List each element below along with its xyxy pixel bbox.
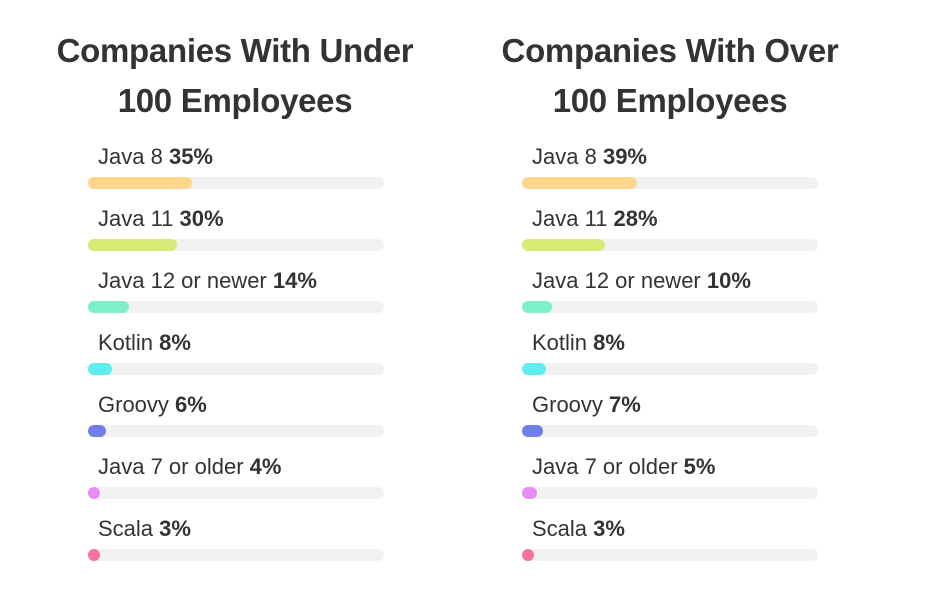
bar-label: Java 12 or newer 14% [98,264,317,298]
category-label: Groovy [98,392,169,417]
bar-item: Kotlin 8% [522,326,818,388]
bar-track [88,177,384,189]
bar-item: Java 8 39% [522,140,818,202]
bar [522,239,605,251]
bar-track [522,487,818,499]
bar [522,425,543,437]
bar-label: Groovy 6% [98,388,207,422]
bar [88,301,130,313]
bar-track [88,301,384,313]
bar-label: Java 12 or newer 10% [532,264,751,298]
chart-title: Companies With Over 100 Employees [470,26,870,126]
category-label: Java 7 or older [532,454,678,479]
value-label: 3% [593,516,625,541]
bar [522,487,537,499]
bar-item: Java 7 or older 5% [522,450,818,512]
category-label: Java 12 or newer [98,268,267,293]
chart-title-line-1: Companies With Under [56,32,414,69]
bar-track [522,363,818,375]
category-label: Java 8 [98,144,163,169]
bar-item: Groovy 7% [522,388,818,450]
category-label: Scala [532,516,588,541]
value-label: 7% [609,392,641,417]
bar [522,177,638,189]
bar-item: Groovy 6% [88,388,384,450]
bar-item: Scala 3% [88,512,384,574]
bar-item: Java 11 30% [88,202,384,264]
bar-item: Java 12 or newer 10% [522,264,818,326]
bar-label: Java 11 30% [98,202,224,236]
chart-title-line-2: 100 Employees [552,82,788,119]
bar-item: Kotlin 8% [88,326,384,388]
bar [522,363,546,375]
bar-label: Java 11 28% [532,202,658,236]
bar [88,239,177,251]
category-label: Kotlin [98,330,154,355]
bar-track [88,425,384,437]
value-label: 28% [613,206,658,231]
category-label: Scala [98,516,154,541]
bar-track [522,301,818,313]
chart-title-line-1: Companies With Over [501,32,839,69]
bar-label: Java 8 39% [532,140,647,174]
bar [88,177,192,189]
chart-title: Companies With Under 100 Employees [0,26,470,126]
bar-item: Java 12 or newer 14% [88,264,384,326]
bar-label: Java 7 or older 5% [532,450,715,484]
value-label: 6% [175,392,207,417]
bar-track [88,239,384,251]
bar-track [522,177,818,189]
value-label: 8% [593,330,625,355]
value-label: 30% [179,206,224,231]
bar-item: Java 11 28% [522,202,818,264]
bar-label: Kotlin 8% [98,326,191,360]
bar-item: Scala 3% [522,512,818,574]
bar-label: Kotlin 8% [532,326,625,360]
bar [522,549,534,561]
bar-label: Java 8 35% [98,140,213,174]
bar-label: Scala 3% [532,512,625,546]
value-label: 10% [706,268,751,293]
bar [88,549,100,561]
bar [522,301,552,313]
bar-track [522,425,818,437]
bar-track [522,549,818,561]
category-label: Java 7 or older [98,454,244,479]
category-label: Java 11 [532,206,608,231]
value-label: 5% [683,454,716,479]
bar-label: Java 7 or older 4% [98,450,281,484]
value-label: 14% [272,268,317,293]
chart-title-line-2: 100 Employees [117,82,353,119]
bar [88,363,112,375]
category-label: Java 12 or newer [532,268,701,293]
category-label: Kotlin [532,330,588,355]
category-label: Java 8 [532,144,597,169]
bar-label: Groovy 7% [532,388,641,422]
bar-track [88,487,384,499]
value-label: 8% [159,330,191,355]
bar [88,487,100,499]
value-label: 39% [602,144,647,169]
bar-track [88,363,384,375]
bar-track [88,549,384,561]
category-label: Java 11 [98,206,174,231]
bar-track [522,239,818,251]
value-label: 4% [249,454,282,479]
bar-item: Java 8 35% [88,140,384,202]
bar-item: Java 7 or older 4% [88,450,384,512]
value-label: 3% [159,516,191,541]
bar [88,425,106,437]
bar-label: Scala 3% [98,512,191,546]
category-label: Groovy [532,392,603,417]
value-label: 35% [168,144,213,169]
